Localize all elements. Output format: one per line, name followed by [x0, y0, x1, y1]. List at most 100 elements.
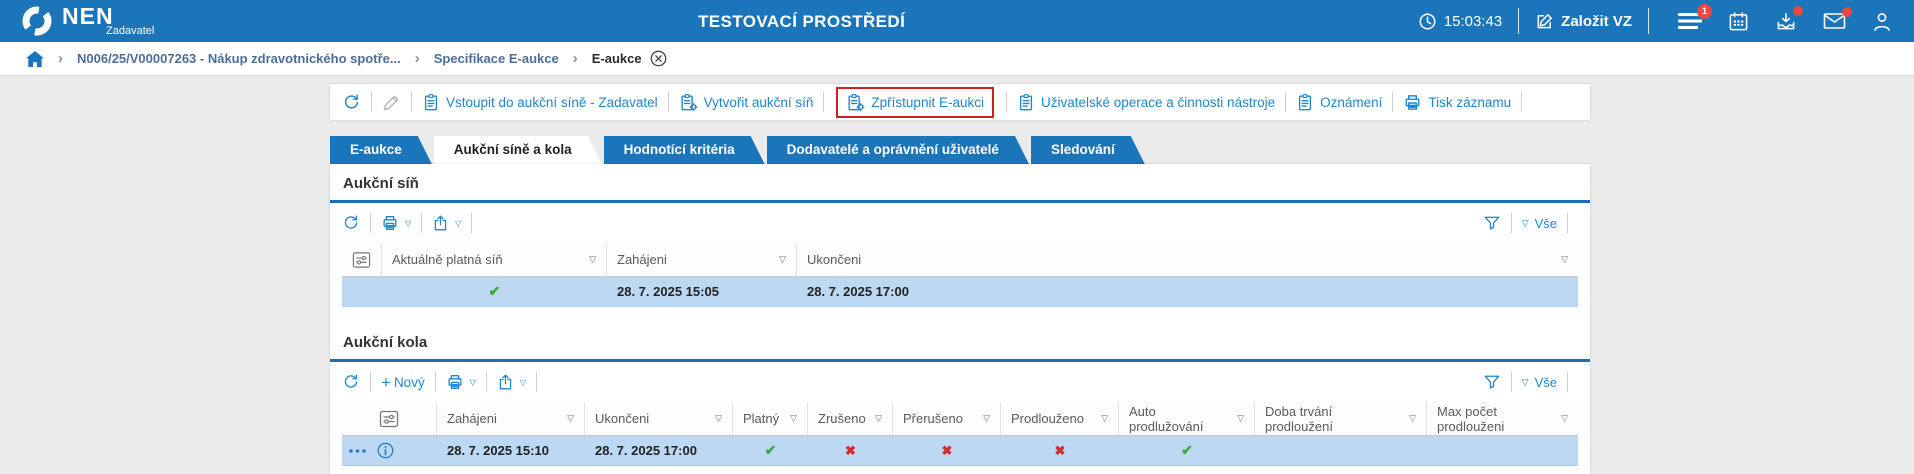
sort-filter-icon[interactable]: ▽	[589, 254, 596, 264]
column-header-label: Max počet prodlouženi	[1437, 403, 1505, 434]
sort-filter-icon[interactable]: ▽	[1237, 413, 1244, 423]
breadcrumb-item-eaukce[interactable]: E-aukce	[591, 51, 642, 66]
row-info-button[interactable]	[376, 441, 395, 460]
messages-button[interactable]	[1823, 7, 1852, 30]
view-all-button[interactable]: ▽ Vše	[1521, 215, 1557, 231]
column-header[interactable]: Aktuálně platná síň ▽	[382, 243, 607, 276]
tab-hodnotici-kriteria[interactable]: Hodnotící kritéria	[604, 136, 765, 164]
enter-auction-hall-link[interactable]: Vstoupit do aukční síně - Zadavatel	[422, 93, 658, 112]
column-header[interactable]: Max počet prodlouženi ▽	[1427, 402, 1578, 435]
home-button[interactable]	[26, 50, 44, 67]
table-cell: ✔	[382, 283, 607, 300]
breadcrumb-item-contract[interactable]: N006/25/V00007263 - Nákup zdravotnického…	[77, 51, 401, 66]
table-cell: ✖	[808, 443, 893, 459]
row-menu-button[interactable]	[348, 448, 367, 454]
column-header[interactable]: Ukončeni ▽	[585, 402, 733, 435]
table-row[interactable]: ✔ 28. 7. 2025 15:05 28. 7. 2025 17:00	[342, 277, 1578, 307]
inbox-badge-dot	[1793, 5, 1803, 16]
filter-button[interactable]	[1483, 215, 1501, 232]
menu-button[interactable]: 1	[1678, 4, 1712, 30]
refresh-button[interactable]	[342, 214, 360, 232]
refresh-button[interactable]	[342, 373, 360, 391]
sort-filter-icon[interactable]: ▽	[1561, 413, 1568, 423]
sort-filter-icon[interactable]: ▽	[567, 413, 574, 423]
toolbar-separator	[1510, 372, 1512, 392]
clipboard-gear-icon	[681, 93, 698, 111]
column-header-label: Přerušeno	[903, 411, 963, 426]
view-all-button[interactable]: ▽ Vše	[1521, 374, 1557, 390]
sort-filter-icon[interactable]: ▽	[1409, 413, 1416, 423]
record-toolbar: Vstoupit do aukční síně - Zadavatel Vytv…	[330, 84, 1590, 120]
column-header[interactable]: Zahájeni ▽	[607, 243, 797, 276]
row-menu-icon	[349, 448, 366, 453]
table-cell: ✔	[1119, 442, 1255, 459]
tab-e-aukce[interactable]: E-aukce	[330, 136, 432, 164]
table-header-row: Zahájeni ▽ Ukončeni ▽ Platný ▽ Zrušeno ▽ Přeruše…	[342, 402, 1578, 436]
tab-dodavatele-a-opravneni-uzivatele[interactable]: Dodavatelé a oprávnění uživatelé	[767, 136, 1029, 164]
edit-icon	[1537, 13, 1553, 28]
column-header[interactable]: Prodlouženo ▽	[1001, 402, 1119, 435]
breadcrumb-item-specification[interactable]: Specifikace E-aukce	[433, 51, 559, 66]
chevron-right-icon: ›	[58, 50, 63, 67]
auction-rounds-toolbar: + Nový ▽ ▽	[330, 362, 1590, 402]
open-eauction-link[interactable]: Zpřístupnit E-aukci	[836, 86, 994, 118]
edit-record-button[interactable]	[382, 93, 401, 112]
column-header[interactable]: Přerušeno ▽	[893, 402, 1001, 435]
table-row[interactable]: 28. 7. 2025 15:10 28. 7. 2025 17:00 ✔ ✖ ✖ ✖ ✔	[342, 436, 1578, 466]
column-header[interactable]: Zrušeno ▽	[808, 402, 893, 435]
info-icon	[377, 442, 394, 459]
export-icon	[499, 374, 512, 390]
sort-filter-icon[interactable]: ▽	[715, 413, 722, 423]
close-tab-button[interactable]	[650, 50, 667, 67]
menu-badge: 1	[1697, 4, 1712, 19]
user-operations-link[interactable]: Uživatelské operace a činnosti nástroje	[1017, 93, 1275, 112]
column-header[interactable]: Zahájeni ▽	[437, 402, 585, 435]
toolbar-separator	[434, 372, 436, 392]
create-vz-label: Založit VZ	[1561, 12, 1632, 30]
column-settings-button[interactable]	[342, 402, 437, 435]
sort-filter-icon[interactable]: ▽	[983, 413, 990, 423]
toolbar-separator	[1510, 213, 1512, 233]
breadcrumb: › N006/25/V00007263 - Nákup zdravotnické…	[0, 42, 1914, 76]
print-button[interactable]: ▽	[381, 214, 411, 232]
sort-filter-icon[interactable]: ▽	[875, 413, 882, 423]
header-divider	[1648, 8, 1649, 34]
column-header[interactable]: Platný ▽	[733, 402, 808, 435]
notifications-link[interactable]: Oznámení	[1296, 93, 1382, 112]
create-vz-button[interactable]: Založit VZ	[1535, 12, 1632, 31]
nen-logo[interactable]: NEN Zadavatel	[0, 4, 154, 38]
export-button[interactable]: ▽	[497, 373, 526, 391]
export-button[interactable]: ▽	[432, 214, 461, 232]
create-auction-hall-link[interactable]: Vytvořit aukční síň	[679, 93, 813, 112]
column-header[interactable]: Auto prodlužování ▽	[1119, 402, 1255, 435]
column-header[interactable]: Doba trvání prodloužení ▽	[1255, 402, 1427, 435]
print-record-link[interactable]: Tisk záznamu	[1403, 93, 1511, 112]
toolbar-separator	[371, 92, 372, 112]
inbox-button[interactable]	[1775, 5, 1803, 32]
sort-filter-icon[interactable]: ▽	[1561, 254, 1568, 264]
column-settings-button[interactable]	[342, 243, 382, 276]
tab-aukcni-sine-a-kola[interactable]: Aukční síně a kola	[434, 136, 602, 164]
clipboard-gear-icon	[848, 93, 865, 111]
dropdown-icon: ▽	[1521, 376, 1529, 387]
column-header-label: Platný	[743, 411, 780, 426]
dropdown-icon: ▽	[405, 218, 412, 228]
toolbar-separator	[1567, 372, 1568, 392]
messages-badge-dot	[1842, 7, 1852, 17]
clipboard-icon	[1299, 93, 1312, 110]
tab-sledovani[interactable]: Sledování	[1031, 136, 1145, 164]
dropdown-icon: ▽	[469, 377, 476, 387]
print-button[interactable]: ▽	[446, 373, 476, 391]
new-round-button[interactable]: + Nový	[381, 372, 425, 392]
sort-filter-icon[interactable]: ▽	[790, 413, 797, 423]
user-button[interactable]	[1872, 11, 1892, 32]
calendar-button[interactable]	[1728, 11, 1749, 32]
refresh-button[interactable]	[342, 93, 361, 112]
column-header-label: Ukončeni	[807, 252, 862, 267]
toolbar-separator	[667, 92, 669, 112]
column-settings-icon	[352, 251, 371, 268]
sort-filter-icon[interactable]: ▽	[1101, 413, 1108, 423]
filter-button[interactable]	[1483, 374, 1501, 391]
column-header[interactable]: Ukončeni ▽	[797, 243, 1578, 276]
sort-filter-icon[interactable]: ▽	[779, 254, 786, 264]
